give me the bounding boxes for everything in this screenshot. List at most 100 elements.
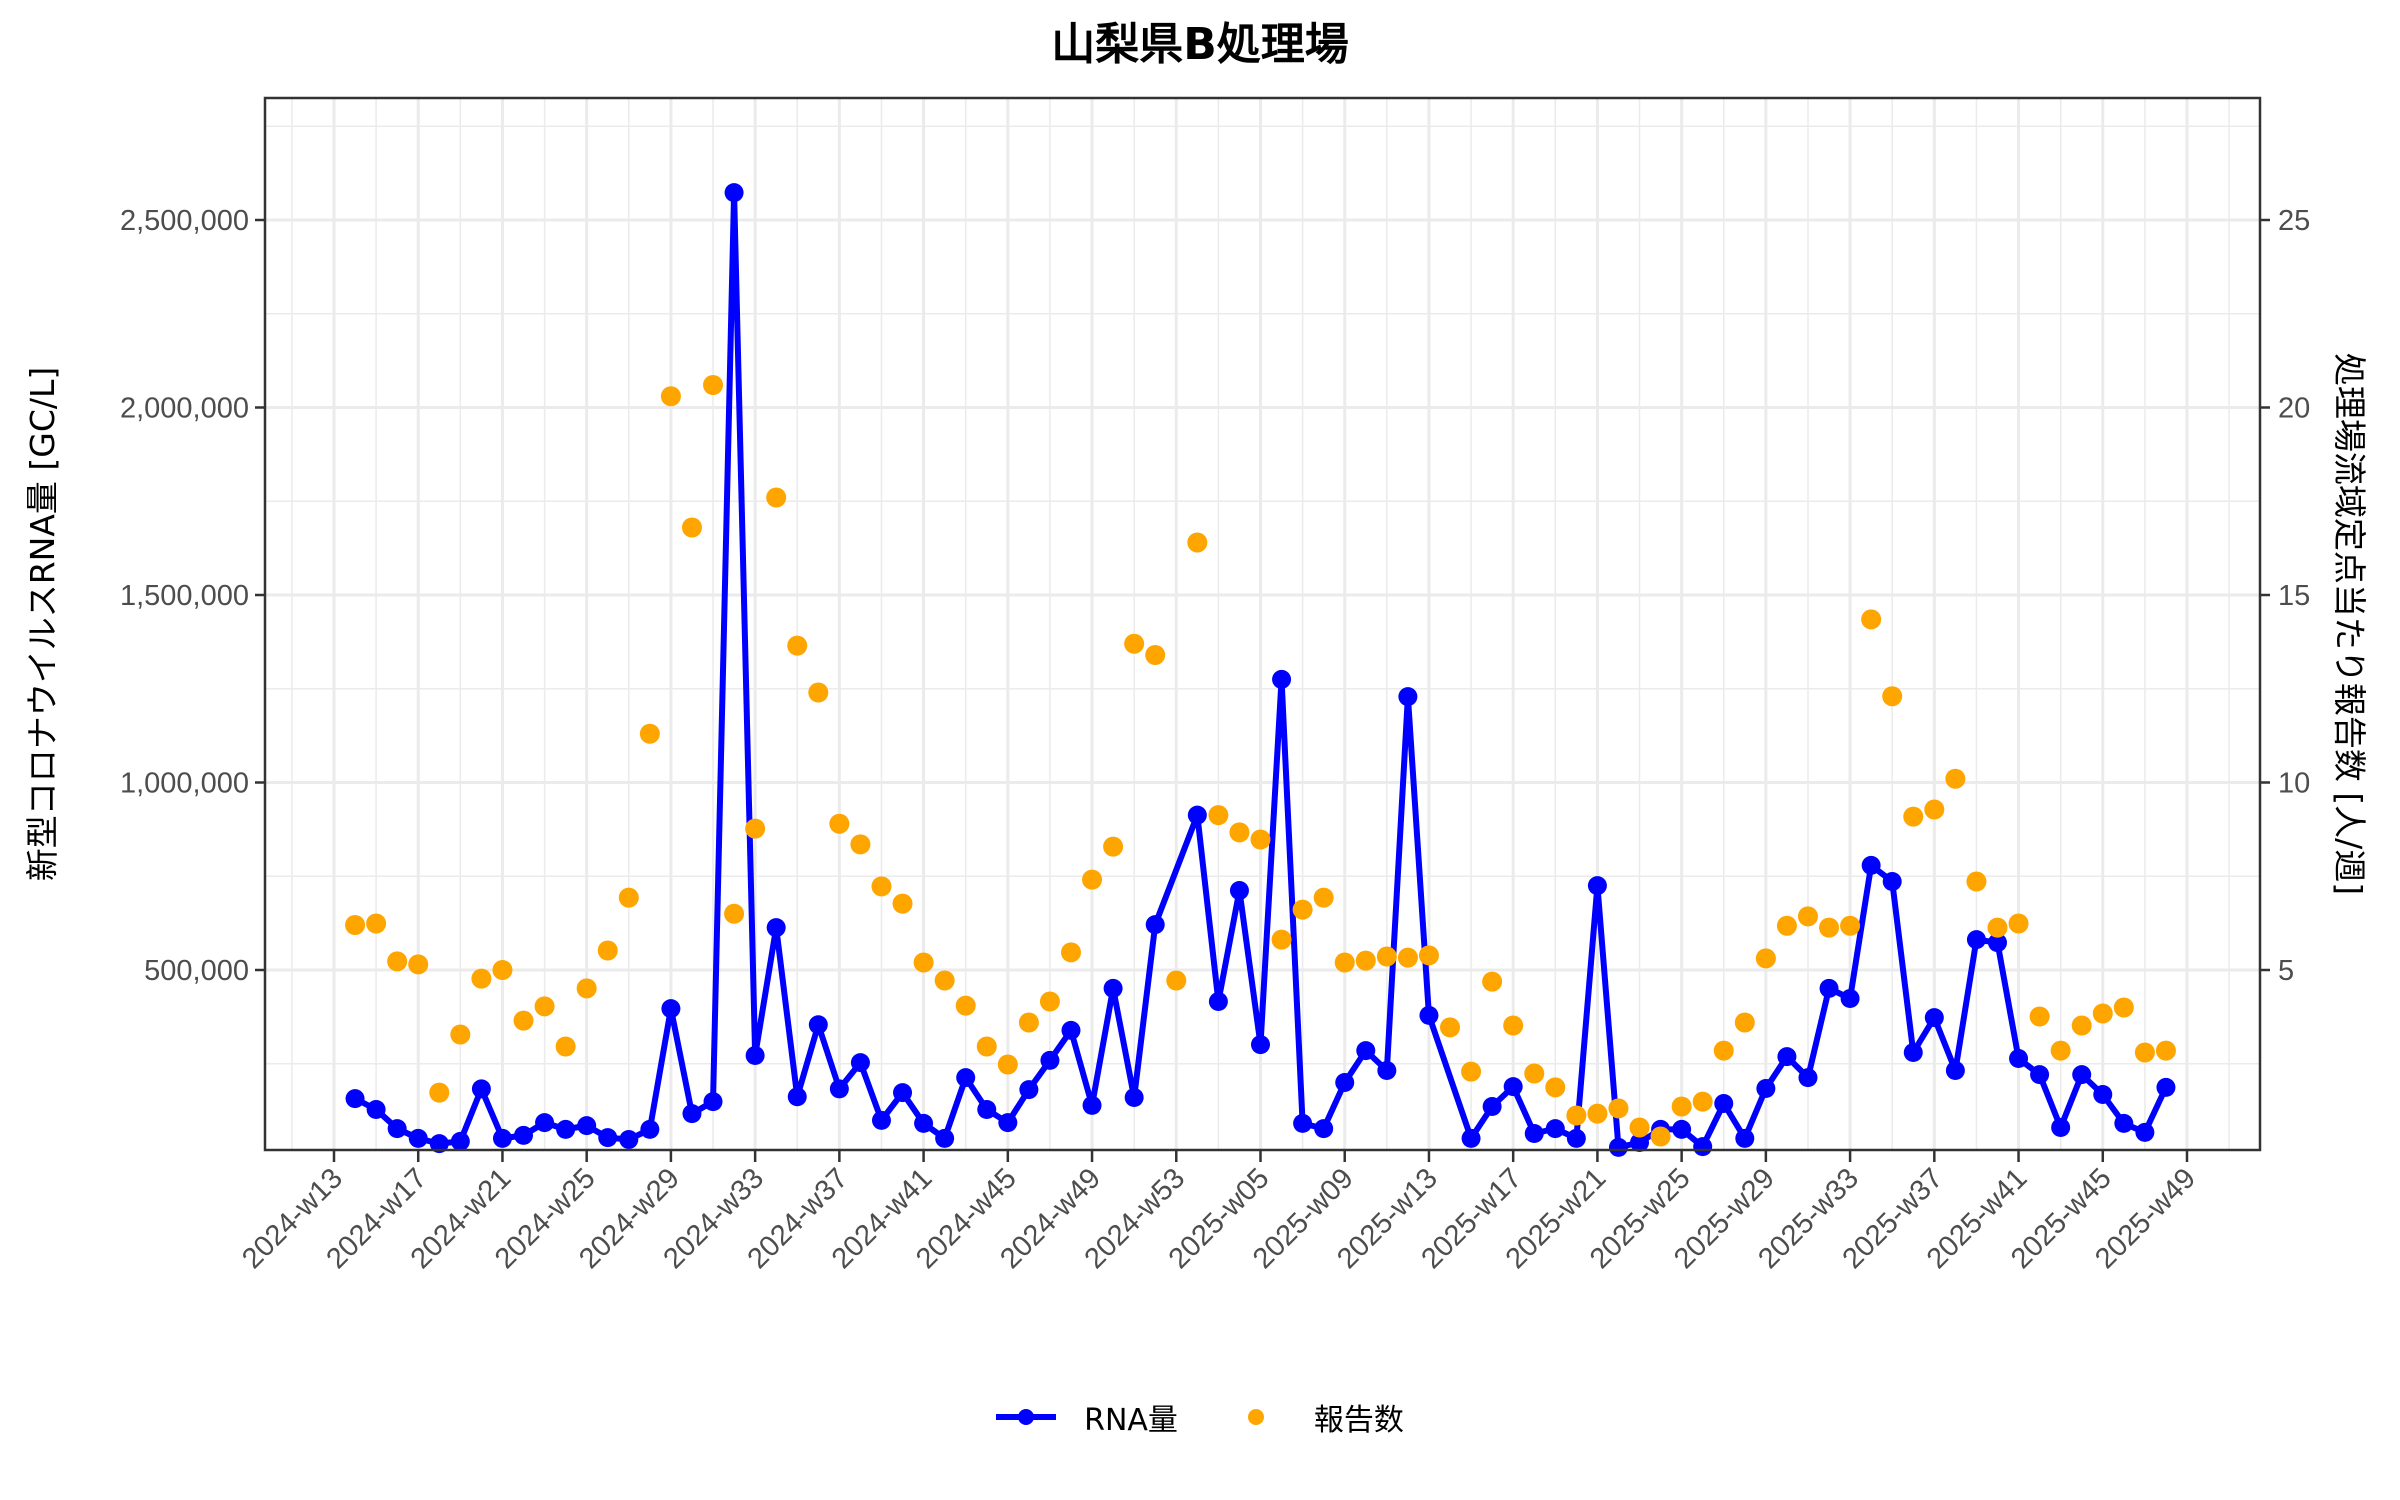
- reports-point: [1039, 991, 1060, 1012]
- rna-point: [2093, 1085, 2113, 1104]
- reports-point: [1966, 871, 1987, 892]
- rna-point: [2051, 1118, 2071, 1137]
- reports-point: [1692, 1091, 1713, 1112]
- y-left-tick-label: 2,500,000: [120, 205, 249, 237]
- reports-point: [1650, 1126, 1671, 1147]
- rna-point: [619, 1130, 639, 1149]
- reports-point: [808, 682, 829, 703]
- reports-point: [1924, 799, 1945, 820]
- reports-point: [618, 887, 639, 908]
- reports-point: [1713, 1040, 1734, 1061]
- reports-point: [724, 903, 745, 924]
- reports-point: [1124, 633, 1145, 654]
- rna-point: [1587, 876, 1607, 896]
- line-point-icon: [996, 1397, 1057, 1437]
- rna-point: [1229, 881, 1249, 900]
- reports-point: [1482, 971, 1503, 992]
- reports-point: [913, 952, 934, 973]
- rna-point: [2072, 1065, 2092, 1085]
- rna-point: [535, 1113, 555, 1133]
- rna-point: [429, 1134, 449, 1154]
- reports-point: [450, 1024, 471, 1045]
- reports-point: [1861, 609, 1882, 630]
- rna-point: [1608, 1137, 1628, 1157]
- reports-point: [1250, 829, 1271, 850]
- y-right-tick-label: 15: [2278, 580, 2310, 612]
- reports-point: [1671, 1096, 1692, 1117]
- rna-point: [850, 1053, 870, 1073]
- rna-point: [1482, 1097, 1502, 1116]
- gridlines: [265, 98, 2260, 1150]
- rna-point: [2135, 1122, 2155, 1142]
- reports-point: [2134, 1042, 2155, 1063]
- reports-point: [1229, 822, 1250, 843]
- rna-point: [956, 1068, 976, 1088]
- legend-item-rna: RNA量: [996, 1395, 1178, 1439]
- reports-point: [1103, 836, 1124, 857]
- rna-point: [2009, 1049, 2029, 1068]
- rna-point: [640, 1119, 660, 1139]
- reports-point: [1524, 1063, 1545, 1084]
- rna-point: [1777, 1047, 1797, 1067]
- reports-point: [1945, 768, 1966, 789]
- reports-point: [597, 940, 618, 961]
- reports-point: [2008, 913, 2029, 934]
- rna-point: [682, 1104, 702, 1124]
- rna-point: [1293, 1113, 1313, 1133]
- rna-point: [661, 999, 681, 1019]
- y-right-tick-label: 10: [2278, 768, 2310, 800]
- rna-point: [1377, 1061, 1397, 1080]
- reports-point: [1840, 915, 1861, 936]
- axes: 500,000 1,000,000 1,500,000 2,000,000 2,500,…: [120, 205, 2310, 1275]
- rna-point: [766, 918, 786, 938]
- y-left-tick-label: 1,500,000: [120, 580, 249, 612]
- reports-point: [387, 951, 408, 972]
- rna-point: [829, 1079, 849, 1099]
- reports-point: [1566, 1105, 1587, 1126]
- rna-point: [1672, 1119, 1692, 1139]
- rna-point: [1756, 1079, 1776, 1098]
- rna-point: [787, 1087, 807, 1107]
- reports-point: [492, 960, 513, 980]
- y-left-tick-label: 1,000,000: [120, 768, 249, 800]
- rna-point: [1524, 1124, 1544, 1143]
- reports-point: [1082, 869, 1103, 890]
- reports-point: [1776, 915, 1797, 936]
- rna-point: [1335, 1073, 1355, 1092]
- reports-point: [1313, 887, 1334, 908]
- reports-point: [2029, 1006, 2050, 1027]
- reports-point: [1187, 532, 1208, 553]
- reports-point: [1797, 906, 1818, 927]
- rna-point: [366, 1100, 386, 1119]
- rna-point: [408, 1128, 428, 1148]
- reports-point: [1208, 805, 1229, 826]
- rna-point: [1145, 915, 1165, 935]
- reports-point: [2050, 1040, 2071, 1061]
- rna-point: [1840, 989, 1860, 1008]
- reports-point: [1629, 1117, 1650, 1138]
- rna-point: [577, 1116, 597, 1136]
- rna-point: [514, 1125, 534, 1145]
- rna-point: [450, 1131, 470, 1151]
- rna-point: [1251, 1035, 1270, 1055]
- reports-point: [745, 818, 766, 839]
- rna-point: [1545, 1119, 1565, 1139]
- reports-point: [934, 970, 955, 991]
- rna-point: [703, 1092, 723, 1112]
- reports-point: [1355, 950, 1376, 971]
- rna-point: [1019, 1080, 1039, 1100]
- rna-point: [1103, 978, 1123, 998]
- reports-point: [1292, 899, 1313, 920]
- rna-point: [1861, 855, 1881, 875]
- reports-point: [1608, 1098, 1629, 1119]
- rna-point: [1566, 1128, 1586, 1148]
- y-right-tick-label: 20: [2278, 393, 2310, 425]
- rna-point: [471, 1079, 491, 1099]
- rna-point: [745, 1046, 765, 1065]
- reports-point: [345, 915, 366, 935]
- y-left-tick-label: 2,000,000: [120, 393, 249, 425]
- reports-point: [576, 978, 597, 999]
- reports-point: [639, 723, 660, 744]
- reports-point: [1587, 1103, 1608, 1124]
